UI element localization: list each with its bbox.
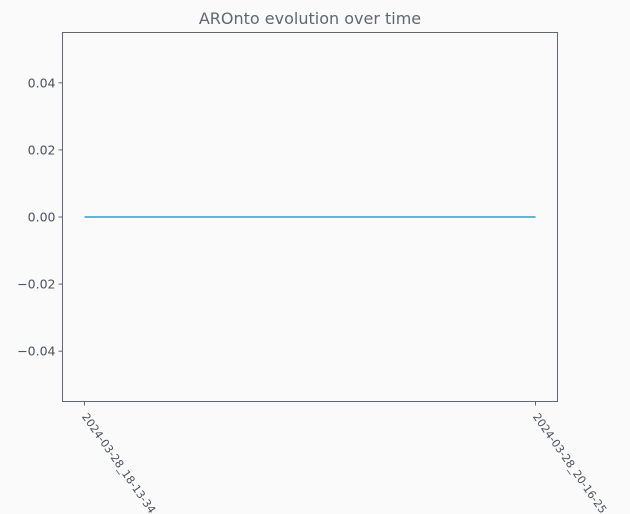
x-axis: 2024-03-28_18-13-34 2024-03-28_20-16-25 bbox=[79, 401, 609, 514]
chart-title: AROnto evolution over time bbox=[199, 9, 421, 28]
y-axis: 0.04 0.02 0.00 −0.02 −0.04 bbox=[17, 75, 63, 359]
x-tick-label: 2024-03-28_20-16-25 bbox=[530, 411, 609, 514]
y-tick-label: 0.04 bbox=[28, 75, 56, 90]
y-tick-label: 0.02 bbox=[28, 142, 56, 157]
y-tick-label: −0.04 bbox=[17, 344, 55, 359]
x-tick-label: 2024-03-28_18-13-34 bbox=[79, 411, 158, 514]
y-tick-label: −0.02 bbox=[17, 277, 55, 292]
y-tick-label: 0.00 bbox=[28, 210, 56, 225]
